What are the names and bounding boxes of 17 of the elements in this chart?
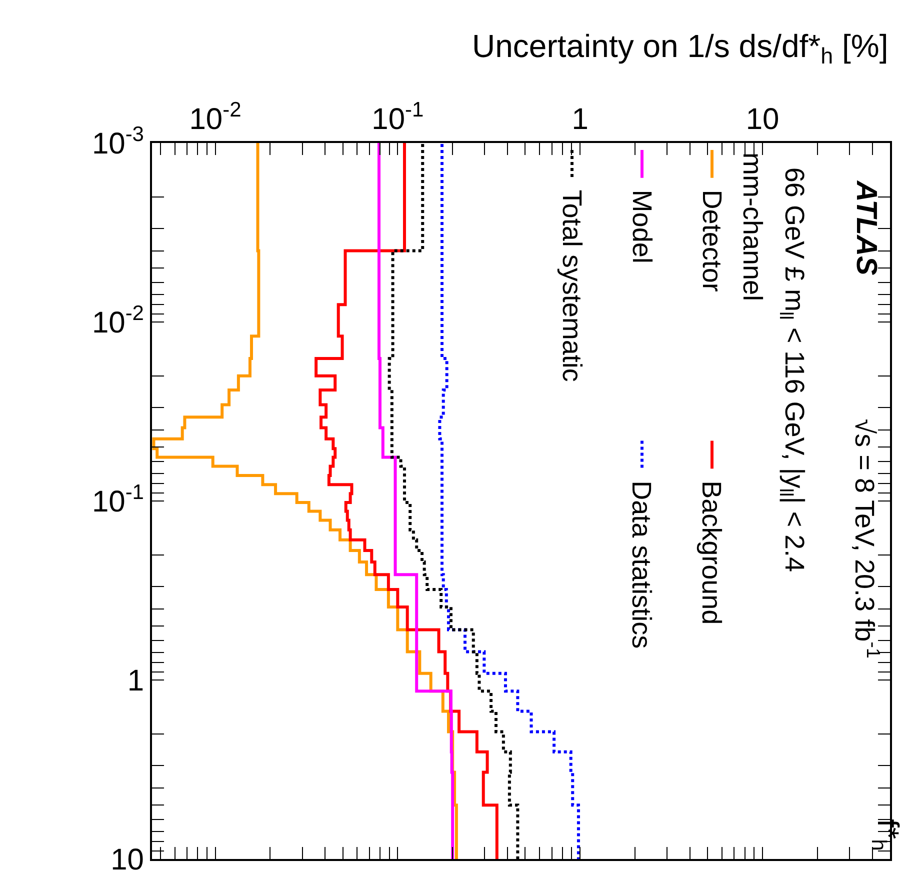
y-tick-label: 1 [127,664,144,698]
x-axis-title: Uncertainty on 1/s ds/df*$_{h}$ [%] [472,28,888,69]
x-tick-label: 10 [746,103,780,136]
legend-label: Detector [696,190,727,292]
annotation: mm-channel [737,152,768,302]
y-tick-label: 10$^{-1}$ [92,480,144,518]
legend-label: Total systematic [556,190,587,382]
y-tick-label: 10$^{-3}$ [92,122,144,160]
y-tick-label: 10$^{-2}$ [92,302,144,340]
x-tick-label: 1 [572,103,588,136]
annotation: ATLAS [850,180,882,276]
legend-label: Background [696,480,727,625]
legend-label: Data statistics [626,480,657,649]
y-tick-label: 10 [110,844,144,876]
x-tick-label: 10$^{-1}$ [372,98,424,136]
x-tick-label: 10$^{-2}$ [189,98,242,136]
legend-label: Model [626,190,657,264]
